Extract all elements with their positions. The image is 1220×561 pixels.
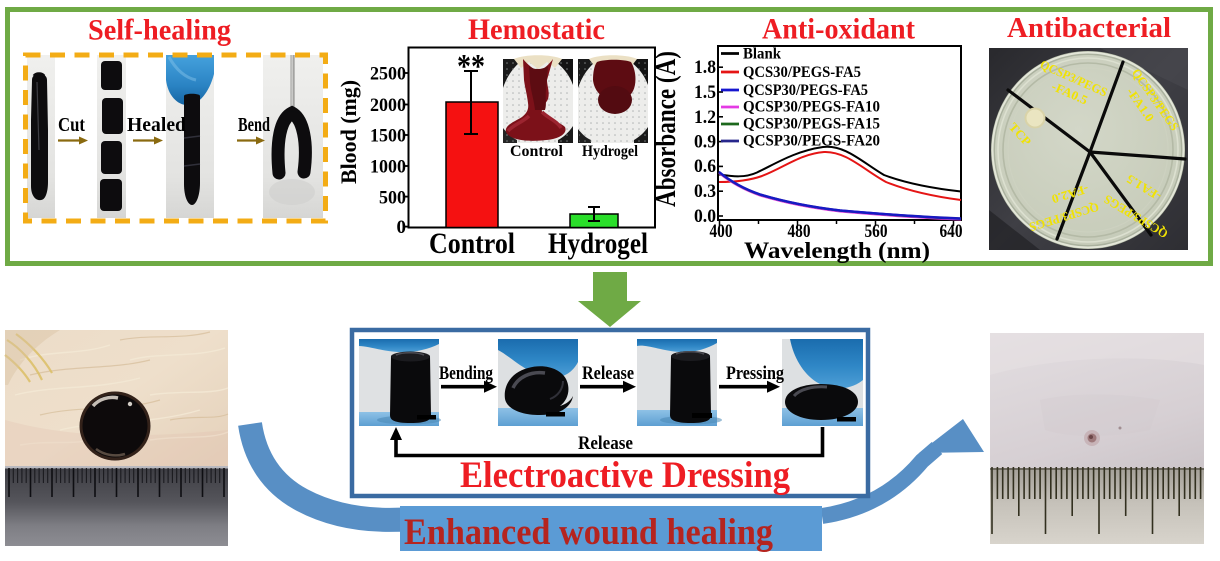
svg-text:Pressing: Pressing — [726, 363, 784, 384]
svg-text:1000: 1000 — [370, 157, 406, 178]
svg-text:QCSP30/PEGS-FA15: QCSP30/PEGS-FA15 — [743, 116, 880, 133]
svg-text:0: 0 — [397, 217, 407, 238]
svg-text:Hydrogel: Hydrogel — [548, 227, 648, 260]
svg-text:Self-healing: Self-healing — [88, 14, 231, 47]
svg-text:0.9: 0.9 — [694, 132, 716, 153]
svg-text:Control: Control — [429, 227, 515, 260]
svg-text:Control: Control — [510, 143, 564, 160]
svg-text:Blank: Blank — [743, 45, 781, 62]
svg-text:Electroactive Dressing: Electroactive Dressing — [460, 455, 790, 496]
svg-text:QCSP30/PEGS-FA10: QCSP30/PEGS-FA10 — [743, 99, 880, 116]
svg-text:QCSP30/PEGS-FA20: QCSP30/PEGS-FA20 — [743, 133, 880, 150]
svg-text:480: 480 — [788, 221, 811, 242]
svg-text:400: 400 — [710, 221, 733, 242]
svg-text:Blood (mg): Blood (mg) — [336, 80, 361, 184]
svg-text:Antibacterial: Antibacterial — [1007, 12, 1171, 44]
svg-text:Hemostatic: Hemostatic — [468, 13, 605, 46]
svg-text:0.6: 0.6 — [694, 156, 716, 177]
svg-text:Absorbance (A): Absorbance (A) — [651, 51, 682, 207]
svg-text:2500: 2500 — [370, 64, 406, 85]
svg-text:Enhanced wound healing: Enhanced wound healing — [404, 512, 773, 553]
svg-text:Anti-oxidant: Anti-oxidant — [762, 13, 915, 46]
svg-text:QCSP30/PEGS-FA5: QCSP30/PEGS-FA5 — [743, 82, 868, 99]
svg-text:Bending: Bending — [439, 363, 493, 384]
svg-text:1500: 1500 — [370, 126, 406, 147]
svg-text:1.5: 1.5 — [694, 82, 716, 103]
svg-text:Healed: Healed — [127, 114, 186, 136]
svg-text:**: ** — [457, 48, 485, 85]
svg-text:0.0: 0.0 — [694, 206, 716, 227]
svg-text:Release: Release — [582, 363, 634, 384]
svg-text:560: 560 — [865, 221, 888, 242]
svg-text:Cut: Cut — [58, 114, 85, 136]
svg-text:Hydrogel: Hydrogel — [582, 143, 638, 160]
svg-text:500: 500 — [379, 188, 406, 209]
svg-text:1.2: 1.2 — [694, 107, 716, 128]
svg-text:0.3: 0.3 — [694, 181, 716, 202]
svg-text:2000: 2000 — [370, 95, 406, 116]
svg-text:1.8: 1.8 — [694, 57, 716, 78]
svg-text:Release: Release — [578, 433, 633, 454]
svg-text:Bend: Bend — [238, 114, 270, 136]
svg-text:Wavelength (nm): Wavelength (nm) — [744, 238, 930, 263]
svg-text:640: 640 — [940, 221, 963, 242]
svg-text:QCS30/PEGS-FA5: QCS30/PEGS-FA5 — [743, 64, 861, 81]
